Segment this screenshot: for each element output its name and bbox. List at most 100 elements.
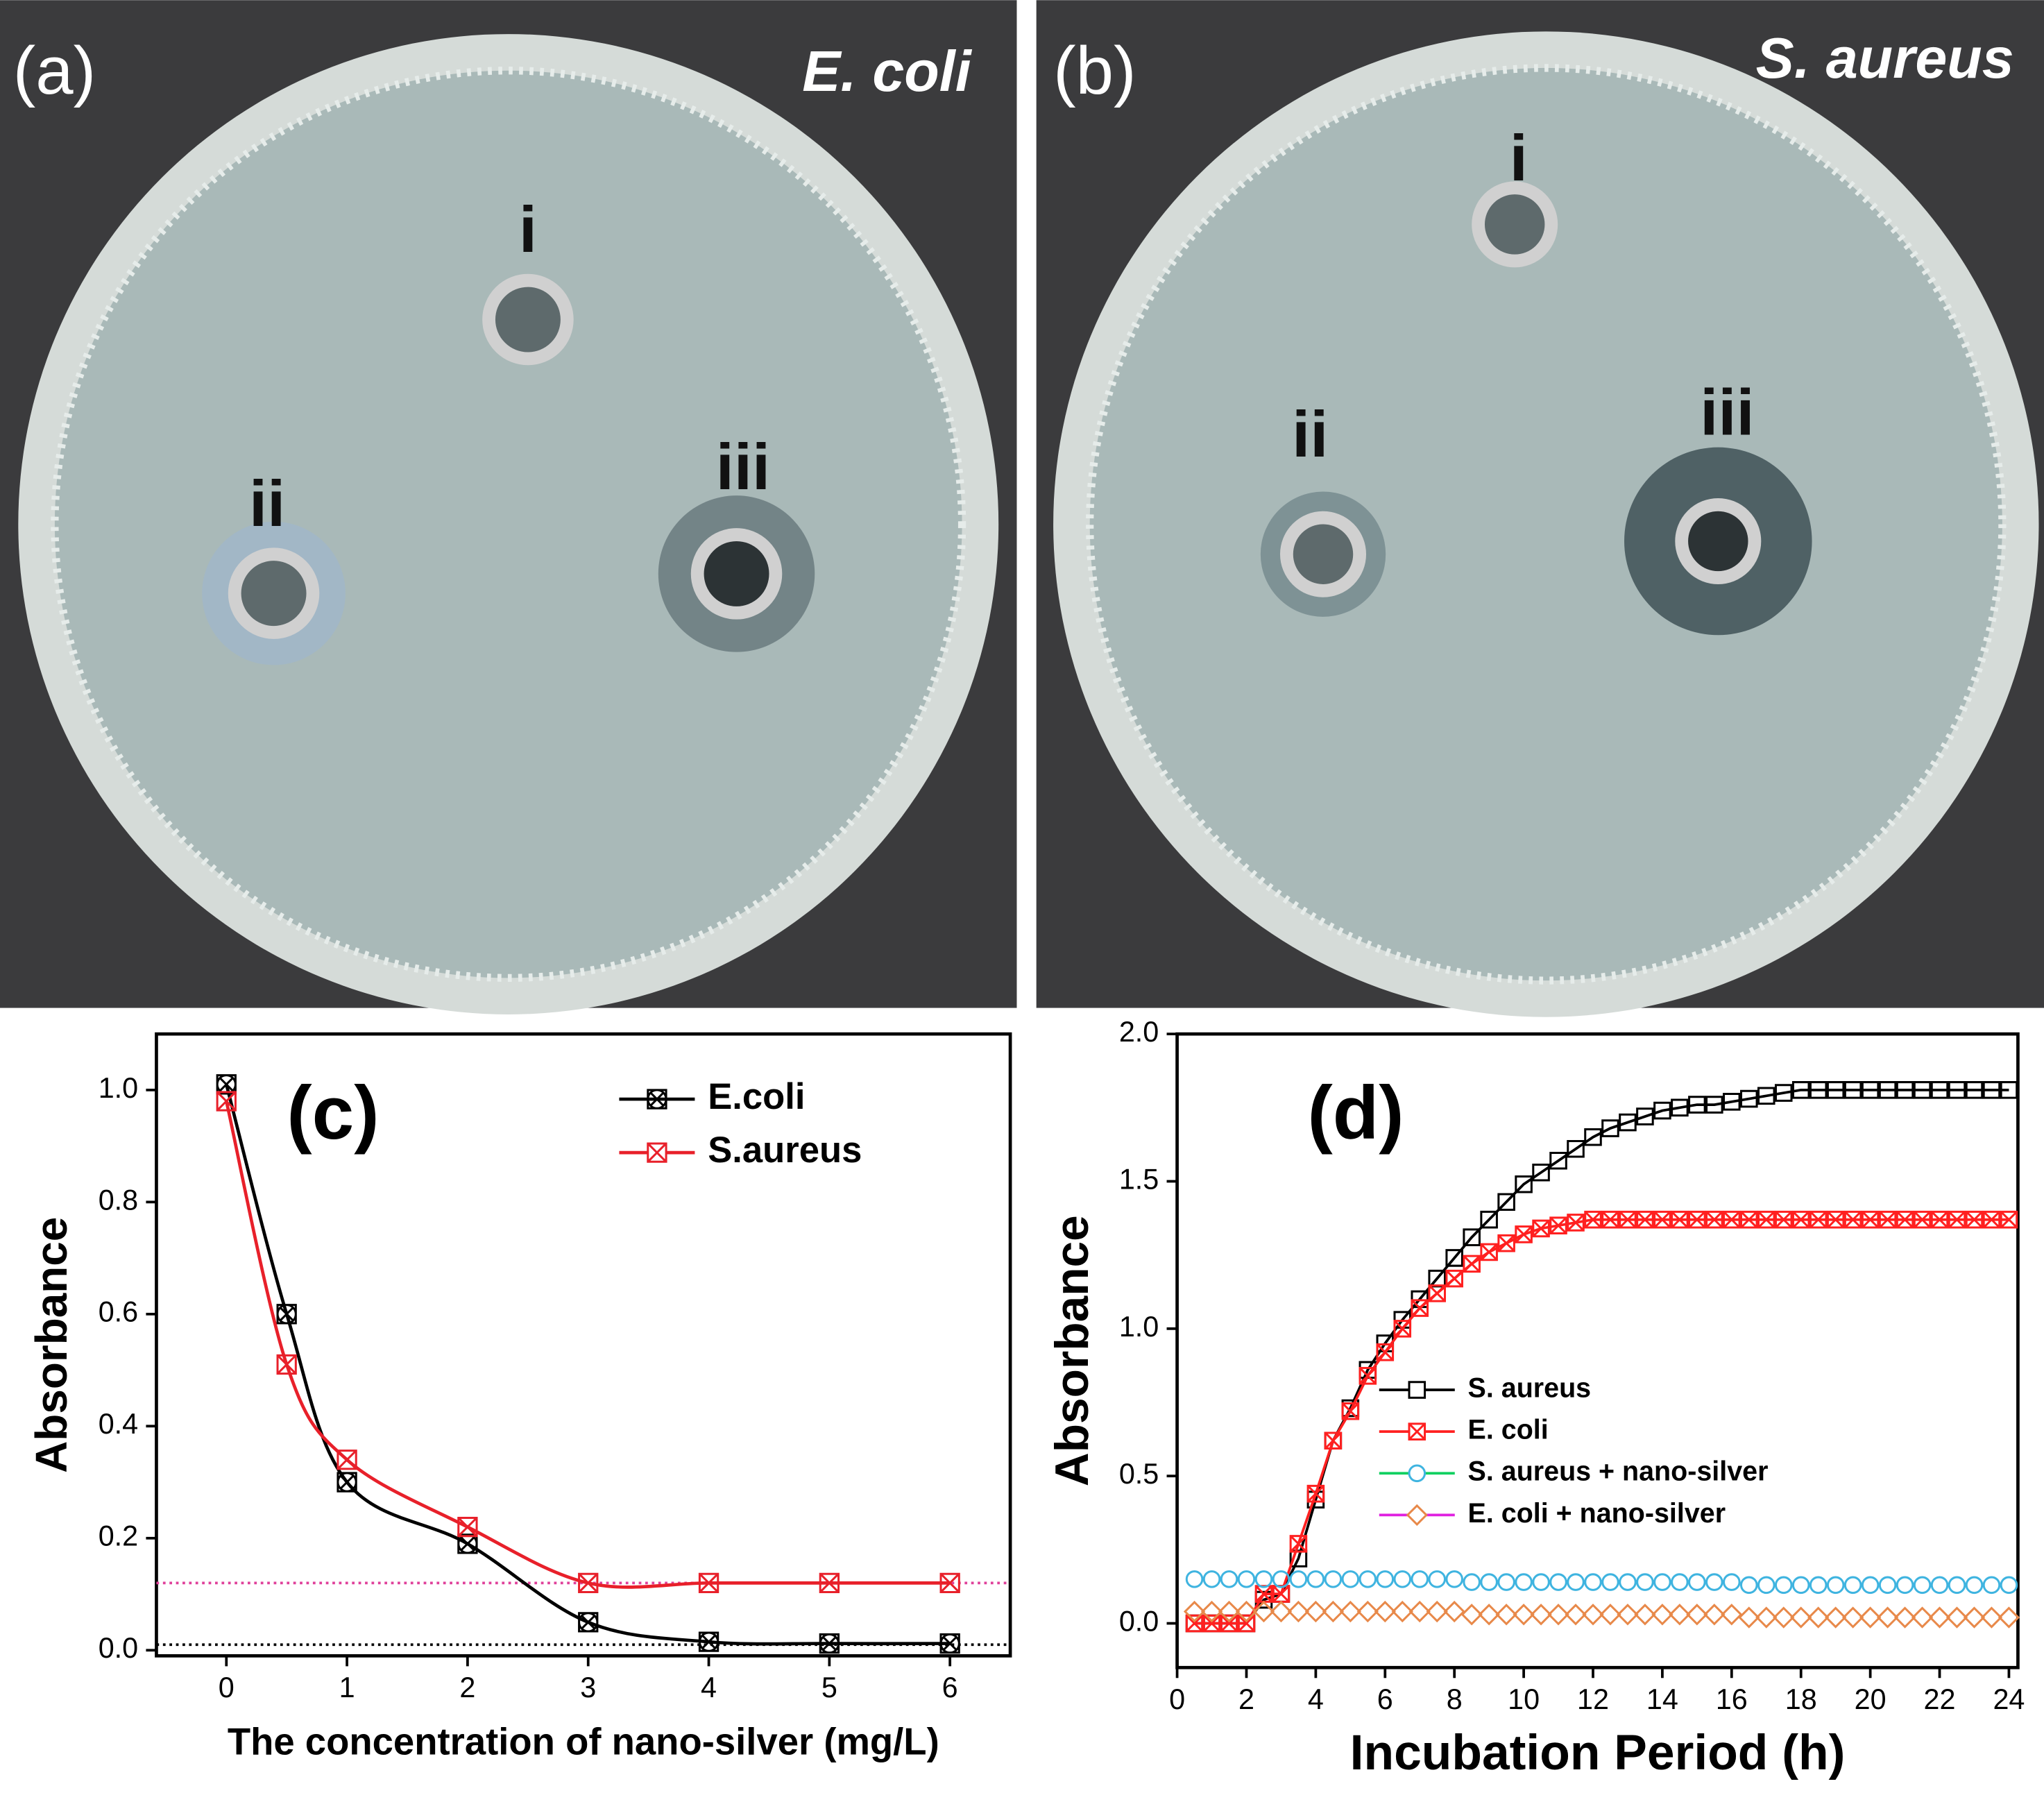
data-point (1757, 1576, 1775, 1595)
data-point (1306, 1570, 1325, 1588)
data-point (276, 1354, 297, 1375)
y-tick-label: 0.8 (99, 1184, 138, 1216)
data-point (337, 1450, 357, 1470)
data-point (1532, 1219, 1550, 1238)
data-point (1393, 1570, 1412, 1588)
data-point (1619, 1113, 1637, 1132)
data-point (1480, 1243, 1498, 1261)
legend-label: S. aureus + nano-silver (1468, 1456, 1769, 1487)
panel-label: (c) (287, 1071, 379, 1155)
well (1472, 181, 1558, 268)
data-point (1584, 1210, 1602, 1229)
data-point (1445, 1570, 1463, 1588)
data-point (337, 1472, 357, 1493)
data-point (1913, 1210, 1932, 1229)
data-point (1272, 1570, 1291, 1588)
data-point (1653, 1210, 1671, 1229)
data-point (1757, 1087, 1775, 1105)
data-point (1809, 1081, 1828, 1099)
organism-label: S. aureus (1756, 26, 2014, 90)
data-point (216, 1091, 237, 1112)
data-point (1480, 1210, 1498, 1229)
data-point (1930, 1576, 1949, 1595)
photo-b: (b) S. aureus i ii iii (1036, 0, 2044, 1017)
well (228, 547, 320, 639)
data-point (1705, 1096, 1723, 1114)
data-point (1601, 1210, 1619, 1229)
data-point (1202, 1570, 1221, 1588)
x-tick-label: 24 (1993, 1683, 2025, 1715)
data-point (1653, 1573, 1671, 1591)
data-point (1843, 1576, 1862, 1595)
data-point (1740, 1210, 1758, 1229)
data-point (1304, 1600, 1327, 1623)
data-point (1913, 1081, 1932, 1099)
data-point (1930, 1081, 1949, 1099)
data-point (1791, 1576, 1810, 1595)
data-point (1807, 1606, 1830, 1629)
data-point (1896, 1210, 1914, 1229)
data-point (1515, 1573, 1533, 1591)
y-tick-label: 0.4 (99, 1408, 138, 1440)
data-point (1220, 1614, 1238, 1633)
data-point (1547, 1604, 1569, 1626)
data-point (1948, 1081, 1966, 1099)
data-point (1376, 1343, 1395, 1361)
data-point (1359, 1570, 1377, 1588)
x-tick-label: 10 (1508, 1683, 1540, 1715)
data-point (1703, 1604, 1726, 1626)
data-point (1463, 1255, 1481, 1273)
data-point (1183, 1600, 1206, 1623)
legend-marker (1406, 1504, 1428, 1527)
data-point (1584, 1573, 1602, 1591)
data-point (1619, 1573, 1637, 1591)
data-point (1688, 1096, 1706, 1114)
data-point (1774, 1576, 1793, 1595)
data-point (1948, 1576, 1966, 1595)
x-tick-label: 22 (1924, 1683, 1956, 1715)
data-point (2000, 1210, 2018, 1229)
data-point (1408, 1600, 1431, 1623)
data-point (1202, 1614, 1221, 1633)
legend-label: E. coli + nano-silver (1468, 1498, 1726, 1529)
data-point (1998, 1606, 2020, 1629)
data-point (1913, 1576, 1932, 1595)
data-point (819, 1572, 840, 1594)
data-point (1200, 1600, 1223, 1623)
data-point (1723, 1210, 1741, 1229)
legend-label: S. aureus (1468, 1372, 1592, 1403)
data-point (1634, 1604, 1656, 1626)
legend-marker (1408, 1381, 1426, 1399)
data-point (1688, 1573, 1706, 1591)
data-point (1636, 1210, 1654, 1229)
data-point (1532, 1573, 1550, 1591)
data-point (1376, 1570, 1395, 1588)
data-point (1774, 1084, 1793, 1102)
y-tick-label: 0.0 (1119, 1605, 1159, 1637)
data-point (1324, 1431, 1343, 1450)
series-line (224, 1100, 951, 1589)
data-point (1809, 1210, 1828, 1229)
y-axis-label: Absorbance (1046, 1215, 1098, 1486)
data-point (939, 1572, 960, 1594)
well-label: ii (1292, 398, 1328, 470)
x-tick-label: 2 (459, 1672, 475, 1703)
colonies (51, 67, 966, 982)
data-point (1428, 1570, 1446, 1588)
y-tick-label: 2.0 (1119, 1016, 1159, 1048)
y-tick-label: 0.5 (1119, 1458, 1159, 1490)
data-point (1896, 1576, 1914, 1595)
x-tick-label: 4 (1308, 1683, 1324, 1715)
data-point (1617, 1604, 1639, 1626)
data-point (1773, 1606, 1795, 1629)
legend-marker (647, 1142, 667, 1163)
data-point (1218, 1600, 1241, 1623)
well (1675, 498, 1762, 584)
data-point (1757, 1210, 1775, 1229)
data-point (1861, 1081, 1880, 1099)
data-point (1341, 1570, 1360, 1588)
legend-label: S.aureus (708, 1130, 862, 1171)
data-point (1826, 1081, 1845, 1099)
data-point (1945, 1606, 1968, 1629)
data-point (1584, 1128, 1602, 1146)
